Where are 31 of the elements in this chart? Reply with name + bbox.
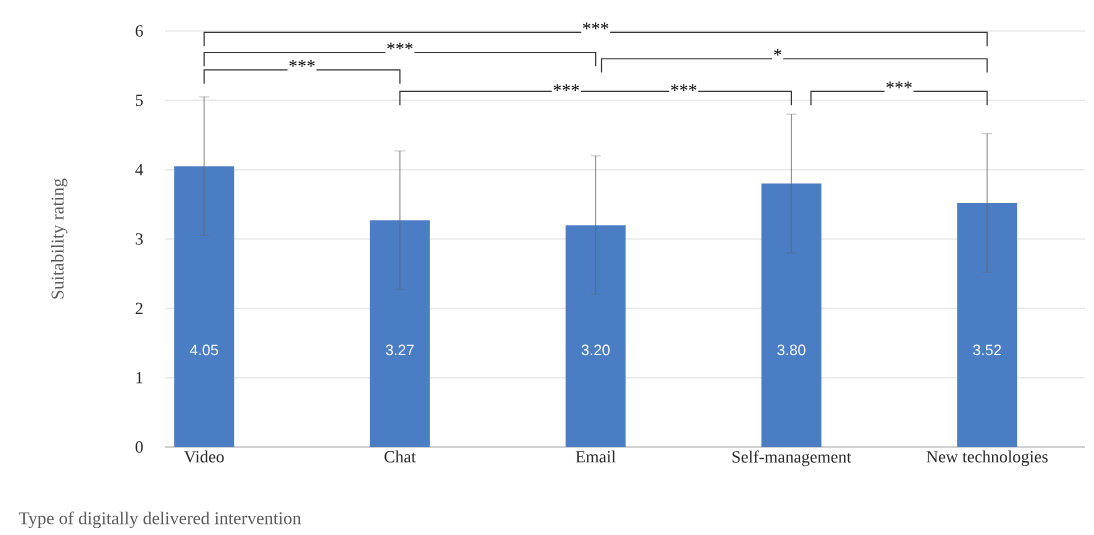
- y-tick-label: 0: [135, 441, 143, 453]
- x-tick-label: Email: [575, 450, 616, 463]
- y-tick-label: 4: [135, 164, 144, 176]
- annotation: ***: [289, 60, 315, 67]
- y-tick-label: 6: [135, 25, 143, 37]
- data-label: 3.80: [777, 344, 806, 356]
- annotation: *: [774, 48, 782, 56]
- y-axis-title: Suitability rating: [51, 178, 68, 299]
- bar: [565, 225, 626, 447]
- bar: [761, 183, 822, 447]
- text: ***: [583, 22, 609, 30]
- bar: [174, 166, 235, 447]
- data-label: 3.52: [973, 344, 1001, 356]
- annotation: ***: [671, 84, 697, 91]
- annotation: ***: [553, 84, 579, 91]
- data-label: 4.05: [189, 344, 219, 356]
- x-axis-title: Type of digitally delivered intervention: [18, 511, 302, 529]
- x-tick-label: Video: [184, 450, 224, 463]
- bar: [957, 202, 1018, 447]
- x-tick-label: New technologies: [926, 450, 1048, 466]
- x-tick-label: Self-management: [732, 450, 852, 467]
- data-label: 3.27: [385, 344, 414, 356]
- y-tick-label: 1: [136, 372, 143, 384]
- x-tick-label: Chat: [384, 450, 416, 463]
- y-tick-label: 3: [135, 233, 143, 245]
- annotation: ***: [886, 81, 912, 89]
- y-tick-label: 5: [135, 94, 143, 106]
- y-tick-label: 2: [135, 302, 143, 314]
- annotation: ***: [387, 42, 413, 50]
- bar: [369, 220, 430, 447]
- data-label: 3.20: [581, 344, 610, 356]
